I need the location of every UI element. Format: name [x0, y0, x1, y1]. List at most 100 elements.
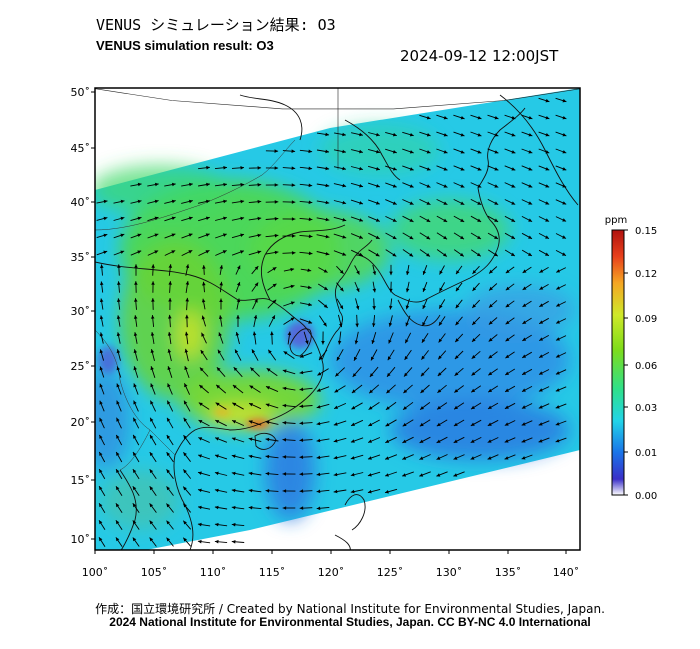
wind-arrow-head: [528, 235, 532, 239]
wind-arrow-head: [274, 183, 279, 187]
wind-arrow-head: [167, 349, 172, 353]
wind-arrow-head: [426, 167, 431, 171]
wind-arrow-head: [291, 149, 296, 153]
wind-arrow-head: [117, 264, 121, 268]
wind-arrow-head: [167, 383, 171, 388]
wind-arrow-head: [372, 288, 377, 293]
wind-arrow-head: [470, 439, 475, 443]
wind-arrow-head: [214, 488, 219, 493]
wind-arrow-head: [342, 200, 347, 205]
wind-arrow-head: [522, 371, 526, 375]
wind-arrow-head: [405, 288, 410, 293]
wind-arrow-head: [421, 338, 426, 343]
wind-arrow-head: [299, 421, 304, 425]
wind-arrow-head: [356, 270, 360, 275]
wind-arrow-head: [488, 405, 492, 409]
wind-arrow-head: [287, 331, 292, 336]
longitude-axis: 100˚ 105˚ 110˚ 115˚ 120˚ 125˚ 130˚ 135˚ …: [82, 550, 579, 579]
wind-arrow-head: [316, 489, 321, 494]
wind-arrow-head: [342, 183, 347, 188]
wind-arrow-head: [562, 116, 567, 120]
wind-arrow-head: [291, 251, 296, 255]
wind-arrow-head: [504, 439, 509, 443]
wind-arrow-head: [116, 486, 120, 491]
wind-arrow-head: [257, 250, 262, 254]
wind-arrow-head: [257, 166, 262, 170]
wind-arrow-head: [166, 435, 171, 439]
wind-arrow-head: [185, 314, 189, 319]
wind-arrow-head: [325, 217, 330, 222]
wind-arrow-head: [199, 385, 204, 389]
wind-arrow-head: [392, 235, 397, 239]
wind-arrow-head: [333, 439, 338, 443]
wind-arrow-head: [307, 268, 312, 272]
wind-arrow-head: [308, 320, 313, 324]
wind-arrow-head: [438, 355, 442, 360]
wind-arrow-head: [184, 348, 189, 353]
wind-arrow-head: [556, 286, 561, 290]
wind-arrow-head: [282, 369, 287, 373]
wind-arrow-head: [265, 403, 270, 407]
wind-arrow-head: [342, 252, 347, 256]
wind-arrow-head: [556, 354, 560, 358]
wind-arrow-head: [528, 133, 533, 137]
wind-arrow-head: [367, 473, 372, 477]
wind-arrow-head: [235, 332, 240, 336]
wind-arrow-head: [372, 323, 376, 327]
wind-arrow-head: [316, 472, 321, 477]
wind-arrow-head: [538, 388, 543, 392]
wind-arrow-head: [528, 116, 533, 120]
wind-arrow-head: [323, 286, 328, 290]
wind-arrow-head: [443, 133, 448, 137]
wind-arrow-head: [171, 199, 176, 204]
wind-arrow-head: [308, 149, 313, 154]
wind-arrow-head: [539, 303, 544, 307]
wind-arrow-head: [316, 455, 321, 460]
concentration-field: [95, 88, 580, 550]
wind-arrow-head: [219, 298, 223, 302]
wind-arrow-head: [168, 314, 172, 319]
wind-arrow-head: [460, 201, 465, 205]
wind-arrow-head: [402, 473, 407, 477]
wind-arrow-head: [323, 322, 327, 327]
wind-arrow-head: [154, 250, 159, 254]
wind-arrow-head: [183, 469, 187, 474]
wind-arrow-head: [235, 349, 239, 354]
wind-arrow-head: [359, 166, 363, 171]
meridian-line: [51, 0, 170, 142]
wind-arrow-head: [454, 405, 458, 410]
wind-arrow-head: [369, 373, 374, 377]
wind-arrow-head: [184, 383, 188, 388]
wind-arrow-head: [443, 218, 448, 222]
wind-arrow-head: [325, 183, 330, 188]
wind-arrow-head: [149, 452, 154, 456]
wind-arrow-head: [392, 184, 397, 188]
wind-arrow-head: [132, 486, 137, 491]
wind-arrow-head: [521, 456, 526, 460]
wind-arrow-head: [359, 132, 363, 137]
wind-arrow-head: [183, 520, 187, 525]
wind-arrow-head: [265, 471, 270, 476]
wind-arrow-head: [368, 406, 373, 410]
wind-arrow-head: [555, 422, 560, 426]
lon-label-130: 130˚: [436, 566, 463, 579]
wind-arrow-head: [201, 298, 206, 303]
wind-arrow-head: [317, 372, 322, 376]
wind-arrow-head: [368, 456, 372, 460]
wind-arrow-head: [266, 368, 271, 372]
wind-arrow-head: [422, 322, 426, 326]
wind-arrow-head: [460, 184, 465, 188]
wind-arrow-head: [137, 250, 142, 254]
wind-arrow-head: [455, 338, 459, 343]
wind-arrow-head: [453, 473, 458, 477]
wind-arrow-head: [494, 201, 499, 205]
wind-arrow-head: [299, 404, 304, 408]
wind-arrow-head: [470, 456, 475, 460]
wind-arrow-head: [206, 165, 210, 170]
wind-arrow-head: [539, 286, 544, 290]
wind-arrow-head: [388, 339, 392, 344]
wind-arrow-head: [197, 539, 202, 544]
wind-arrow-head: [545, 201, 550, 205]
wind-arrow-head: [308, 200, 313, 205]
wind-arrow-head: [200, 350, 205, 354]
